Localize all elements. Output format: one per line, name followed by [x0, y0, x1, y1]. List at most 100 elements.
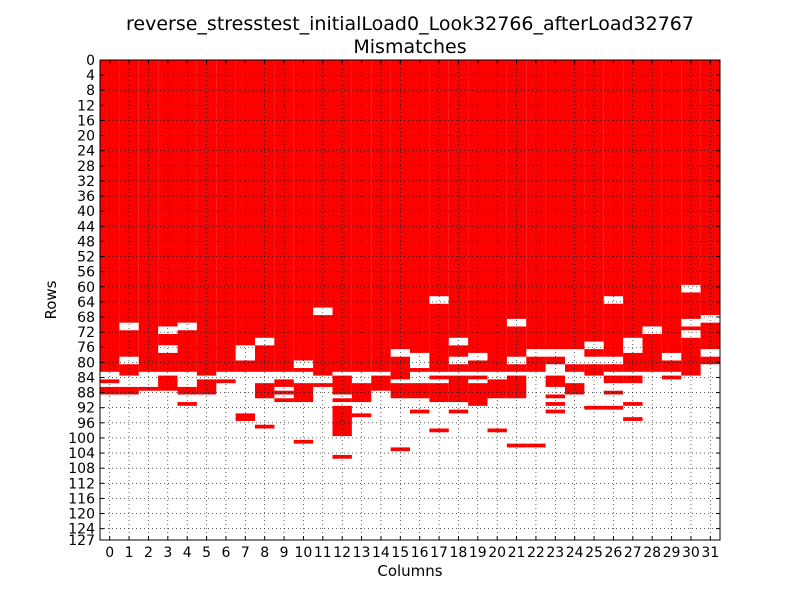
- x-tick-label: 23: [546, 545, 564, 561]
- y-tick-label: 84: [77, 370, 95, 386]
- mismatch-cell-block: [332, 375, 352, 395]
- mismatch-cell-block: [410, 409, 430, 414]
- x-tick-label: 8: [260, 545, 269, 561]
- mismatch-cell-block: [545, 409, 566, 414]
- mismatch-cell-block: [119, 330, 139, 357]
- y-tick-label: 108: [68, 461, 95, 477]
- mismatch-cell-block: [216, 60, 236, 372]
- y-tick-label: 16: [77, 113, 95, 129]
- mismatch-cell-block: [274, 379, 294, 387]
- y-tick-label: 96: [77, 416, 95, 432]
- mismatch-cell-block: [700, 322, 721, 350]
- y-tick-label: 32: [77, 174, 95, 190]
- chart-title-line1: reverse_stresstest_initialLoad0_Look3276…: [126, 13, 694, 35]
- y-axis-label: Rows: [42, 280, 60, 319]
- mismatch-cell-block: [351, 413, 372, 418]
- mismatch-cell-block: [255, 383, 275, 399]
- mismatch-cell-block: [623, 60, 643, 338]
- mismatch-cell-block: [293, 439, 314, 444]
- y-tick-label: 36: [77, 189, 95, 205]
- mismatch-cell-block: [196, 60, 217, 376]
- x-tick-label: 15: [391, 545, 409, 561]
- mismatch-cell-block: [158, 352, 178, 372]
- x-tick-label: 12: [333, 545, 351, 561]
- mismatch-cell-block: [177, 386, 197, 395]
- y-tick-label: 24: [77, 144, 95, 160]
- y-tick-label: 68: [77, 310, 95, 326]
- mismatch-cell-block: [448, 345, 469, 357]
- mismatch-cell-block: [274, 60, 294, 372]
- y-tick-label: 112: [68, 476, 95, 492]
- x-tick-label: 3: [163, 545, 172, 561]
- y-tick-label: 127: [68, 533, 95, 549]
- mismatch-cell-block: [235, 413, 256, 421]
- y-tick-label: 72: [77, 325, 95, 341]
- y-tick-label: 64: [77, 295, 95, 311]
- x-tick-label: 17: [430, 545, 448, 561]
- x-tick-label: 28: [643, 545, 661, 561]
- mismatch-cell-block: [487, 60, 507, 372]
- x-tick-label: 20: [488, 545, 506, 561]
- mismatch-cell-block: [506, 326, 527, 357]
- mismatch-cell-block: [177, 60, 197, 323]
- mismatch-cell-block: [293, 368, 314, 372]
- mismatch-cell-block: [313, 60, 333, 308]
- x-tick-label: 21: [508, 545, 526, 561]
- mismatch-cell-block: [603, 375, 624, 384]
- mismatch-cell-block: [158, 60, 178, 327]
- x-tick-label: 0: [105, 545, 114, 561]
- y-tick-label: 4: [86, 68, 95, 84]
- mismatch-cell-block: [468, 60, 488, 353]
- x-tick-label: 29: [663, 545, 681, 561]
- mismatch-cell-block: [623, 417, 643, 421]
- mismatch-cell-block: [235, 360, 256, 372]
- mismatch-cell-block: [429, 375, 449, 380]
- mismatch-cell-block: [468, 383, 488, 406]
- mismatch-cell-block: [410, 60, 430, 353]
- mismatch-cell-block: [100, 60, 120, 372]
- mismatch-cell-block: [429, 428, 449, 433]
- plot-frame: [99, 59, 721, 541]
- mismatch-cell-block: [390, 447, 411, 452]
- mismatch-cell-block: [603, 405, 624, 410]
- y-tick-label: 76: [77, 340, 95, 356]
- mismatch-cell-block: [584, 405, 604, 410]
- y-tick-label: 52: [77, 250, 95, 266]
- y-tick-label: 124: [68, 522, 95, 538]
- mismatch-cell-block: [390, 383, 411, 399]
- mismatch-cell-block: [158, 334, 178, 346]
- mismatch-cell-block: [351, 60, 372, 372]
- y-tick-label: 80: [77, 355, 95, 371]
- mismatch-cell-block: [293, 60, 314, 361]
- mismatch-cell-block: [410, 383, 430, 399]
- x-tick-label: 9: [280, 545, 289, 561]
- x-tick-label: 31: [701, 545, 719, 561]
- x-tick-label: 25: [585, 545, 603, 561]
- mismatch-cell-block: [661, 375, 682, 380]
- y-tick-label: 60: [77, 280, 95, 296]
- mismatch-cell-block: [371, 60, 391, 372]
- x-tick-label: 18: [450, 545, 468, 561]
- mismatch-cell-block: [313, 315, 333, 376]
- mismatch-cell-block: [235, 60, 256, 346]
- x-tick-label: 14: [372, 545, 390, 561]
- x-tick-label: 5: [202, 545, 211, 561]
- x-tick-label: 2: [144, 545, 153, 561]
- mismatch-cell-block: [468, 375, 488, 380]
- mismatch-cell-block: [545, 402, 566, 406]
- mismatch-cell-block: [661, 360, 682, 372]
- mismatch-cell-block: [623, 402, 643, 406]
- y-tick-label: 104: [68, 446, 95, 462]
- mismatch-cell-block: [177, 402, 197, 406]
- y-tick-label: 12: [77, 98, 95, 114]
- mismatch-cell-block: [526, 443, 546, 448]
- x-tick-label: 19: [469, 545, 487, 561]
- x-tick-label: 27: [624, 545, 642, 561]
- x-tick-label: 11: [314, 545, 332, 561]
- y-tick-label: 56: [77, 265, 95, 281]
- mismatch-cell-block: [681, 292, 701, 319]
- mismatch-cell-block: [119, 364, 139, 376]
- mismatch-cell-block: [448, 60, 469, 338]
